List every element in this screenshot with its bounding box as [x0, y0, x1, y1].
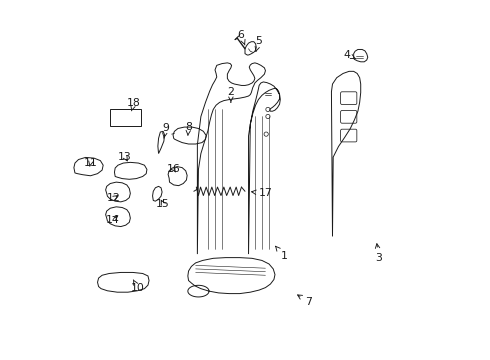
Text: 15: 15: [156, 199, 170, 209]
Text: 17: 17: [251, 188, 272, 198]
Text: 13: 13: [118, 152, 132, 162]
Text: 5: 5: [255, 36, 263, 51]
Text: 12: 12: [107, 193, 121, 203]
Text: 6: 6: [237, 30, 245, 45]
Text: 16: 16: [167, 165, 181, 174]
Text: 2: 2: [227, 87, 234, 102]
Text: 10: 10: [130, 280, 145, 293]
Text: 9: 9: [162, 123, 169, 138]
Text: 18: 18: [127, 98, 141, 111]
Text: 14: 14: [106, 215, 120, 225]
Text: 11: 11: [84, 158, 98, 168]
Text: 4: 4: [344, 50, 356, 60]
Text: 3: 3: [375, 244, 383, 262]
Text: 1: 1: [275, 246, 287, 261]
Text: 7: 7: [297, 295, 312, 307]
Text: 8: 8: [185, 122, 192, 135]
